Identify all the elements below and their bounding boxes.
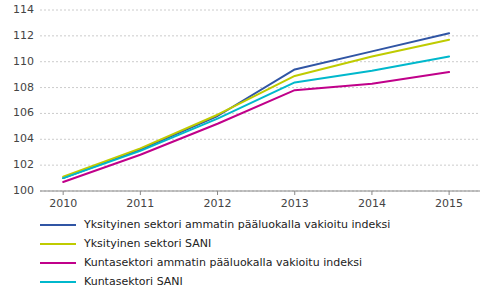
x-axis-line [40, 191, 480, 192]
x-tick [294, 191, 295, 195]
series-line [63, 72, 449, 182]
series-line [63, 40, 449, 177]
grid-line [40, 113, 480, 114]
legend-label: Yksityinen sektori SANI [83, 237, 211, 250]
chart-container: 100 102 104 106 108 110 112 114 2010 2011 2012 2013… [0, 0, 492, 303]
plot-area [63, 33, 449, 182]
x-tick-label: 2015 [435, 197, 463, 210]
x-tick [63, 191, 64, 195]
grid-line [40, 165, 480, 166]
x-tick-label: 2013 [281, 197, 309, 210]
x-tick-label: 2012 [204, 197, 232, 210]
grid-line [40, 10, 480, 11]
x-tick [371, 191, 372, 195]
x-tick-label: 2014 [358, 197, 386, 210]
y-tick-label: 114 [13, 3, 34, 16]
legend-label: Kuntasektori ammatin pääluokalla vakioit… [84, 256, 362, 269]
y-tick-label: 100 [13, 184, 34, 197]
legend-swatch [40, 262, 76, 264]
grid-line [40, 191, 480, 192]
legend-label: Kuntasektori SANI [84, 275, 183, 288]
y-tick-label: 110 [13, 55, 34, 68]
y-tick-label: 108 [13, 81, 34, 94]
legend: Yksityinen sektori ammatin pääluokalla v… [40, 218, 390, 288]
chart: 100 102 104 106 108 110 112 114 2010 2011 2012 2013… [0, 0, 492, 303]
x-tick [217, 191, 218, 195]
y-tick-label: 102 [13, 158, 34, 171]
series-line [63, 57, 449, 179]
grid-line [40, 35, 480, 36]
legend-swatch [40, 281, 76, 283]
series-line [63, 33, 449, 178]
y-grid [40, 10, 480, 191]
y-tick-label: 104 [13, 132, 34, 145]
x-tick [140, 191, 141, 195]
legend-swatch [40, 243, 76, 245]
y-tick-label: 112 [13, 29, 34, 42]
legend-swatch [40, 224, 76, 226]
x-tick [449, 191, 450, 195]
grid-line [40, 87, 480, 88]
legend-label: Yksityinen sektori ammatin pääluokalla v… [83, 218, 390, 231]
grid-line [40, 139, 480, 140]
y-tick-label: 106 [13, 106, 34, 119]
x-tick-label: 2010 [49, 197, 77, 210]
x-tick-label: 2011 [126, 197, 154, 210]
